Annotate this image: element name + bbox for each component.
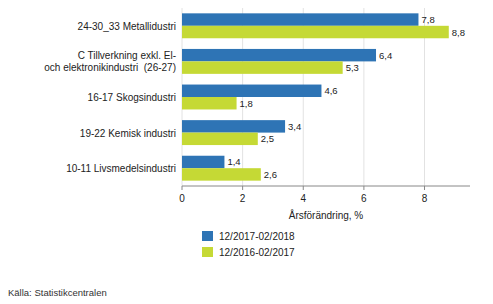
- data-label: 4,6: [324, 85, 337, 96]
- data-label: 2,5: [261, 133, 274, 144]
- source-note: Källa: Statistikcentralen: [8, 287, 107, 298]
- data-label: 2,6: [264, 169, 277, 180]
- x-axis-line: [182, 186, 470, 187]
- tick-mark: [424, 186, 425, 190]
- legend-label: 12/2017-02/2018: [219, 231, 295, 242]
- tick-mark: [303, 186, 304, 190]
- data-label: 1,8: [240, 98, 253, 109]
- category-label: 24-30_33 Metallidustri: [78, 20, 176, 31]
- x-tick-label: 2: [240, 193, 246, 204]
- chart-svg: 0 2 4 6 8 1,4 3,4 4,6 6,4 7,8 2,6 2,5 1,8 5,3 8,8 10-11…: [0, 0, 493, 304]
- data-label: 8,8: [452, 27, 465, 38]
- category-label: 16-17 Skogsindustri: [88, 92, 176, 103]
- bar: [182, 49, 376, 61]
- x-axis-label: Årsförändring, %: [289, 209, 364, 221]
- bar: [182, 156, 224, 168]
- bar: [182, 168, 261, 180]
- bar: [182, 133, 258, 145]
- category-label-line: C Tillverkning exkl. El-: [78, 50, 176, 61]
- category-label: 10-11 Livsmedelsindustri: [66, 163, 176, 174]
- data-label: 1,4: [227, 156, 240, 167]
- category-label: 19-22 Kemisk industri: [80, 127, 176, 138]
- chart-container: 0 2 4 6 8 1,4 3,4 4,6 6,4 7,8 2,6 2,5 1,8 5,3 8,8 10-11…: [0, 0, 493, 304]
- data-label: 5,3: [346, 62, 359, 73]
- data-label: 6,4: [379, 50, 392, 61]
- category-label-line: och elektronikindustri (26-27): [44, 62, 176, 73]
- category-label: C Tillverkning exkl. El-och elektronikin…: [44, 50, 176, 73]
- bars: [182, 13, 449, 180]
- x-tick-label: 4: [300, 193, 306, 204]
- tick-mark: [242, 186, 243, 190]
- bar: [182, 26, 449, 38]
- x-tick-label: 6: [361, 193, 367, 204]
- tick-mark: [363, 186, 364, 190]
- category-label-line: 19-22 Kemisk industri: [80, 127, 176, 138]
- tick-mark: [182, 186, 183, 190]
- bar: [182, 85, 321, 97]
- data-label: 7,8: [421, 14, 434, 25]
- x-tick-label: 0: [179, 193, 185, 204]
- category-label-line: 10-11 Livsmedelsindustri: [66, 163, 176, 174]
- legend-swatch: [202, 247, 213, 257]
- category-label-line: 24-30_33 Metallidustri: [78, 20, 176, 31]
- bar: [182, 13, 418, 25]
- category-label-line: 16-17 Skogsindustri: [88, 92, 176, 103]
- legend-label: 12/2016-02/2017: [219, 247, 295, 258]
- legend-swatch: [202, 231, 213, 241]
- bar: [182, 97, 237, 109]
- bar: [182, 120, 285, 132]
- bar: [182, 61, 343, 73]
- legend: 12/2017-02/2018 12/2016-02/2017: [202, 231, 295, 258]
- data-labels: 1,4 3,4 4,6 6,4 7,8 2,6 2,5 1,8 5,3 8,8: [227, 14, 465, 180]
- data-label: 3,4: [288, 121, 301, 132]
- x-tick-label: 8: [422, 193, 428, 204]
